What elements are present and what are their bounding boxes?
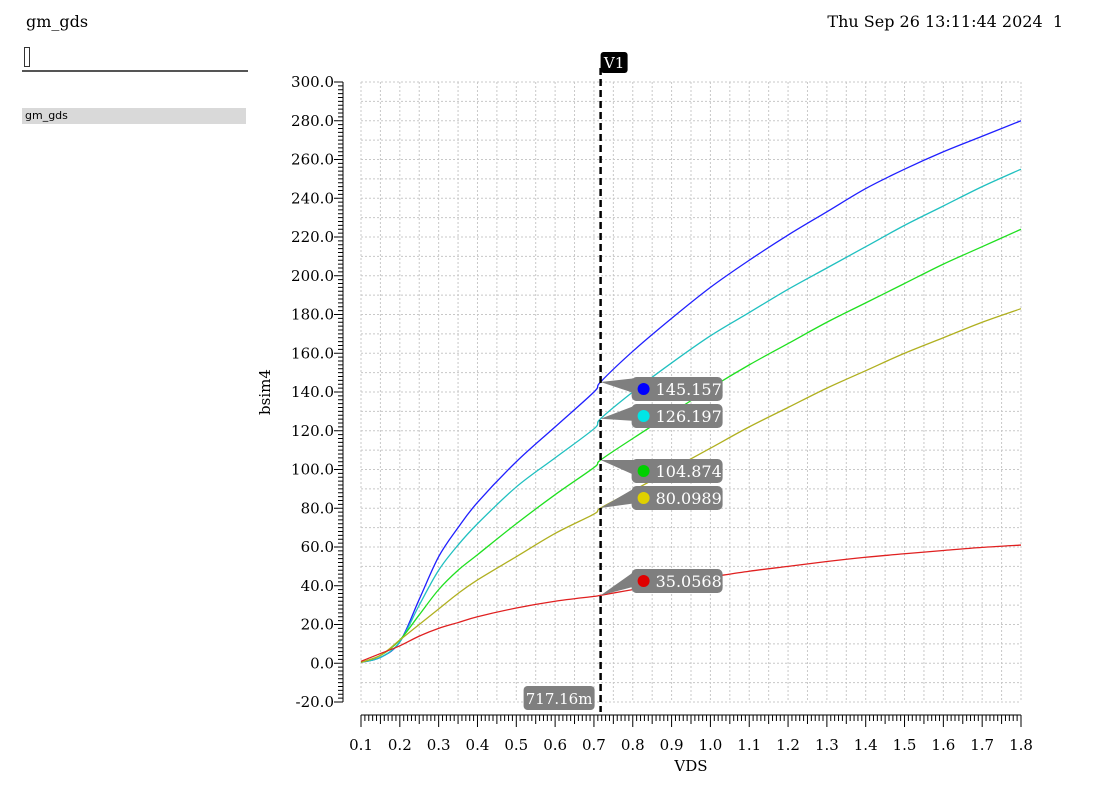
- marker-callout-pointer: [600, 487, 637, 509]
- app-title: gm_gds: [26, 12, 89, 31]
- trace-filter-input[interactable]: [22, 46, 248, 72]
- marker-value-badge: [631, 569, 723, 593]
- y-tick-label: 40.0: [301, 577, 334, 595]
- x-tick-label: 0.6: [543, 736, 567, 754]
- y-tick-label: 200.0: [291, 267, 334, 285]
- y-tick-label: 20.0: [301, 616, 334, 634]
- y-tick-label: 240.0: [291, 189, 334, 207]
- x-tick-label: 0.2: [388, 736, 412, 754]
- page-number: 1: [1052, 12, 1063, 31]
- y-tick-label: 0.0: [310, 654, 334, 672]
- x-tick-label: 1.8: [1009, 736, 1033, 754]
- x-tick-label: 0.9: [660, 736, 684, 754]
- marker-value-badge: [631, 486, 723, 510]
- y-tick-label: 260.0: [291, 151, 334, 169]
- y-tick-label: 160.0: [291, 344, 334, 362]
- x-tick-label: 0.7: [582, 736, 606, 754]
- x-tick-label: 0.8: [621, 736, 645, 754]
- marker-dot: [637, 575, 650, 587]
- y-tick-label: 140.0: [291, 383, 334, 401]
- marker-x-label: 717.16m: [526, 690, 593, 708]
- x-axis-label: VDS: [673, 757, 707, 775]
- marker-value-label: 145.157: [656, 380, 722, 399]
- series-line-5: [360, 544, 1022, 662]
- marker-value-label: 104.874: [656, 462, 722, 481]
- marker-value-label: 35.0568: [656, 572, 722, 591]
- marker-dot: [637, 410, 650, 422]
- x-tick-label: 1.1: [737, 736, 761, 754]
- y-tick-label: 180.0: [291, 306, 334, 324]
- x-tick-label: 1.7: [970, 736, 994, 754]
- x-tick-label: 1.3: [815, 736, 839, 754]
- y-tick-label: 100.0: [291, 461, 334, 479]
- x-tick-label: 0.4: [466, 736, 490, 754]
- series-line-4: [360, 308, 1022, 663]
- marker-dot: [637, 492, 650, 504]
- series-line-2: [360, 168, 1022, 663]
- x-tick-label: 0.5: [504, 736, 528, 754]
- y-tick-label: 80.0: [301, 499, 334, 517]
- marker-value-badge: [631, 377, 723, 401]
- marker-callout-pointer: [600, 405, 637, 421]
- marker-name: V1: [603, 54, 624, 72]
- marker-name-badge: [600, 52, 628, 73]
- marker-value-badge: [631, 459, 723, 483]
- marker-callout-pointer: [600, 378, 637, 394]
- timestamp: Thu Sep 26 13:11:44 2024: [827, 12, 1043, 31]
- trace-list-item[interactable]: gm_gds: [22, 108, 246, 124]
- y-tick-label: 220.0: [291, 228, 334, 246]
- y-tick-label: 280.0: [291, 112, 334, 130]
- x-tick-label: 0.1: [349, 736, 373, 754]
- marker-callout-pointer: [600, 570, 637, 596]
- marker-dot: [637, 465, 650, 477]
- text-cursor: [24, 47, 30, 67]
- x-tick-label: 0.3: [427, 736, 451, 754]
- marker-dot: [637, 383, 650, 395]
- x-tick-label: 1.5: [893, 736, 917, 754]
- y-tick-label: 120.0: [291, 422, 334, 440]
- x-tick-label: 1.6: [931, 736, 955, 754]
- marker-callout-pointer: [600, 460, 637, 476]
- marker-value-label: 80.0989: [656, 489, 722, 508]
- y-tick-label: -20.0: [296, 693, 334, 711]
- series-line-1: [360, 120, 1022, 663]
- y-axis-label: bsim4: [256, 369, 274, 415]
- timestamp-header: Thu Sep 26 13:11:44 2024 1: [827, 12, 1063, 31]
- marker-value-badge: [631, 404, 723, 428]
- series-line-3: [360, 228, 1022, 663]
- marker-value-label: 126.197: [656, 407, 722, 426]
- y-tick-label: 300.0: [291, 73, 334, 91]
- x-tick-label: 1.2: [776, 736, 800, 754]
- marker-x-badge: [523, 686, 595, 710]
- y-tick-label: 60.0: [301, 538, 334, 556]
- x-tick-label: 1.4: [854, 736, 878, 754]
- x-tick-label: 1.0: [698, 736, 722, 754]
